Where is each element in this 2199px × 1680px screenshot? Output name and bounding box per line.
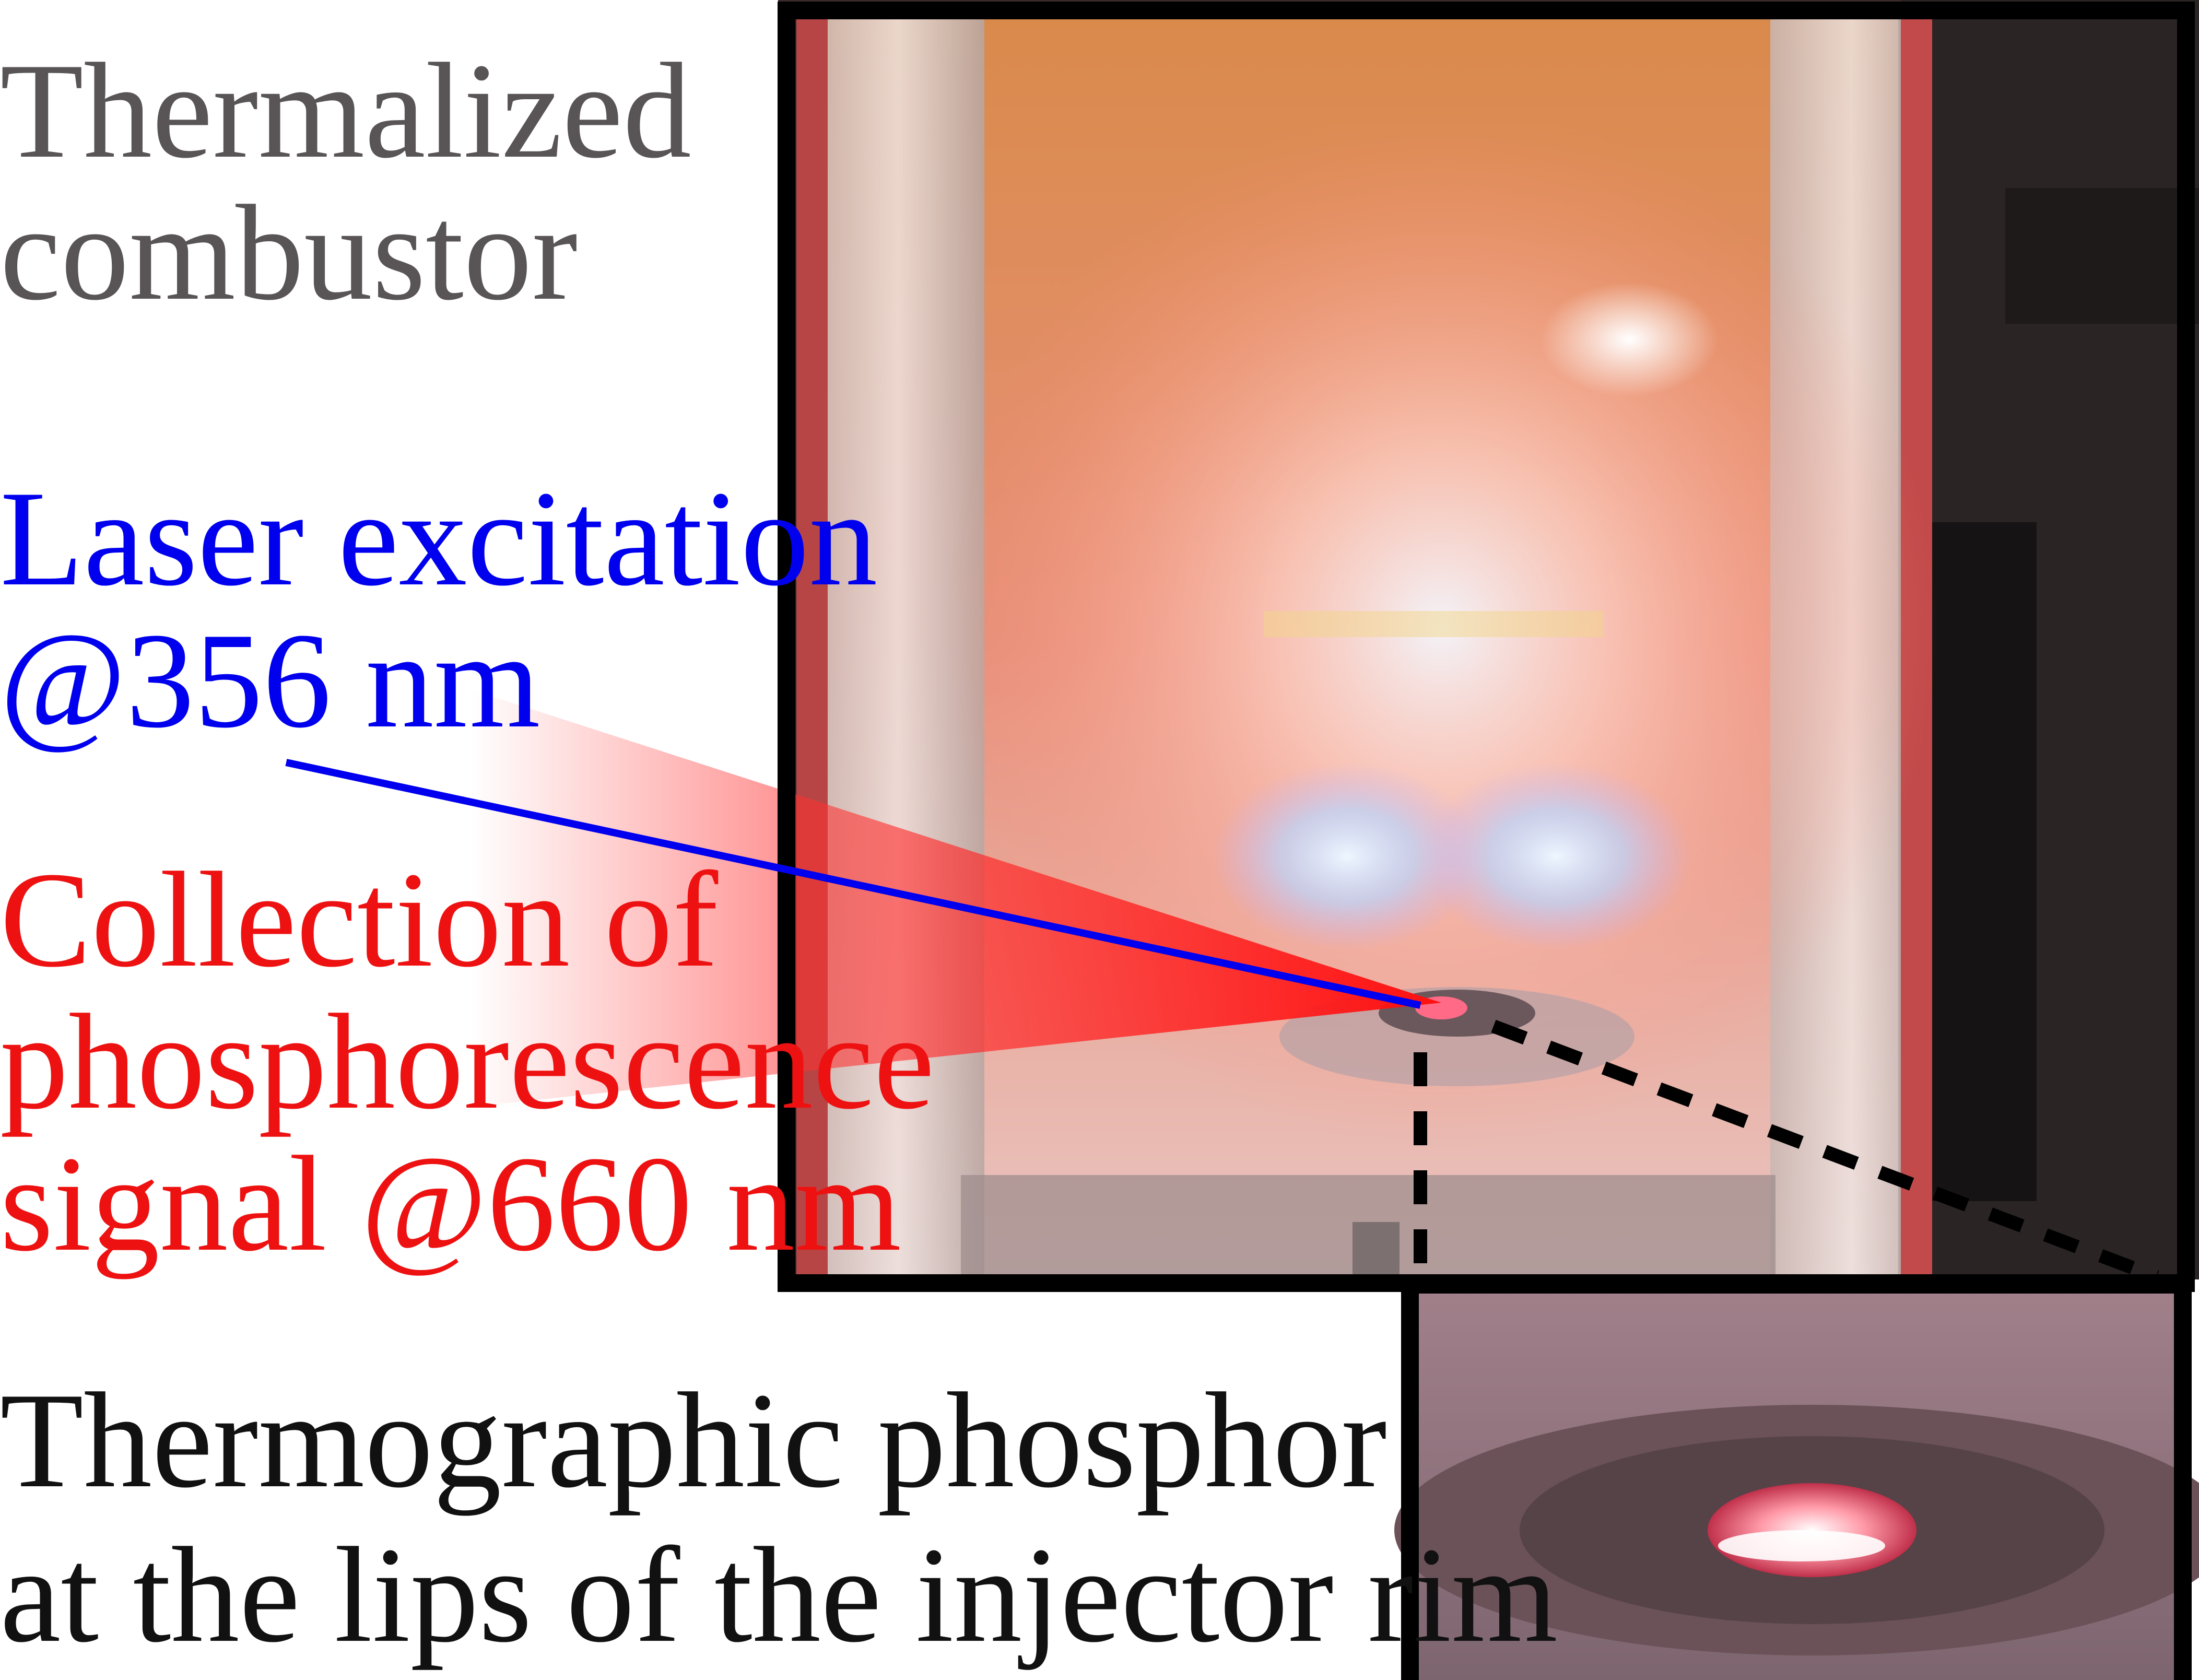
zoom-inset-frame [1401, 1276, 2192, 1680]
laser-excitation-line [285, 759, 1421, 1009]
phosphorescence-collection-label: Collection of phosphorescence signal @66… [0, 844, 935, 1279]
thermographic-phosphor-label: Thermographic phosphor at the lips of th… [0, 1365, 1558, 1671]
combustor-photo [778, 0, 2199, 1279]
thermalized-combustor-label: Thermalized combustor [0, 35, 691, 328]
zoom-inset-photo [1394, 1285, 2199, 1680]
laser-excitation-label: Laser excitation @356 nm [0, 463, 878, 756]
zoom-line-right [1491, 1019, 2159, 1284]
collection-beam [470, 689, 1441, 1107]
